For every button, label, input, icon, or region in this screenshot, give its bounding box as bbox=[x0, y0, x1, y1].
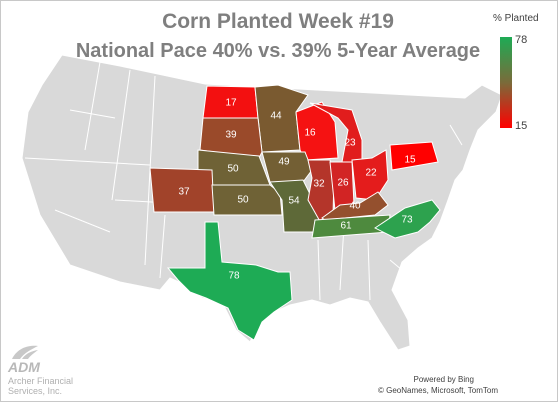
map-title: Corn Planted Week #19 bbox=[162, 10, 394, 33]
label-in: 26 bbox=[337, 178, 349, 189]
state-ia bbox=[261, 151, 313, 183]
label-tn: 61 bbox=[340, 221, 352, 232]
label-ky: 40 bbox=[349, 201, 361, 212]
legend-min-value: 15 bbox=[515, 120, 528, 132]
label-ia: 49 bbox=[278, 157, 290, 168]
attribution-sources: © GeoNames, Microsoft, TomTom bbox=[378, 386, 498, 395]
label-mo: 54 bbox=[288, 196, 300, 207]
attribution-powered-by: Powered by Bing bbox=[413, 375, 474, 384]
logo-company-line2: Services, Inc. bbox=[8, 386, 63, 396]
legend-max-value: 78 bbox=[515, 34, 528, 46]
label-sd: 39 bbox=[225, 130, 237, 141]
state-pa bbox=[389, 141, 439, 171]
state-borders bbox=[24, 61, 463, 301]
label-pa: 15 bbox=[404, 155, 416, 166]
legend-title: % Planted bbox=[493, 13, 539, 24]
state-tx bbox=[166, 221, 293, 341]
label-co: 37 bbox=[178, 187, 190, 198]
label-mn: 44 bbox=[270, 111, 282, 122]
label-tx: 78 bbox=[228, 271, 240, 282]
adm-logo-icon bbox=[12, 345, 38, 359]
logo-wordmark: ADM bbox=[8, 359, 40, 375]
logo-company-line1: Archer Financial bbox=[8, 376, 74, 386]
label-oh: 22 bbox=[365, 168, 377, 179]
state-ks bbox=[211, 184, 283, 216]
label-nc: 73 bbox=[401, 215, 413, 226]
label-il: 32 bbox=[313, 179, 325, 190]
state-sd bbox=[199, 117, 263, 159]
map-subtitle: National Pace 40% vs. 39% 5-Year Average bbox=[75, 40, 481, 62]
label-wi: 16 bbox=[304, 128, 316, 139]
label-mi: 23 bbox=[344, 138, 356, 149]
state-nc bbox=[374, 199, 441, 239]
label-ks: 50 bbox=[237, 195, 249, 206]
state-wi bbox=[295, 101, 339, 161]
label-nd: 17 bbox=[225, 98, 237, 109]
label-ne: 50 bbox=[227, 164, 239, 175]
state-oh bbox=[351, 149, 389, 201]
legend-color-scale bbox=[500, 37, 512, 128]
